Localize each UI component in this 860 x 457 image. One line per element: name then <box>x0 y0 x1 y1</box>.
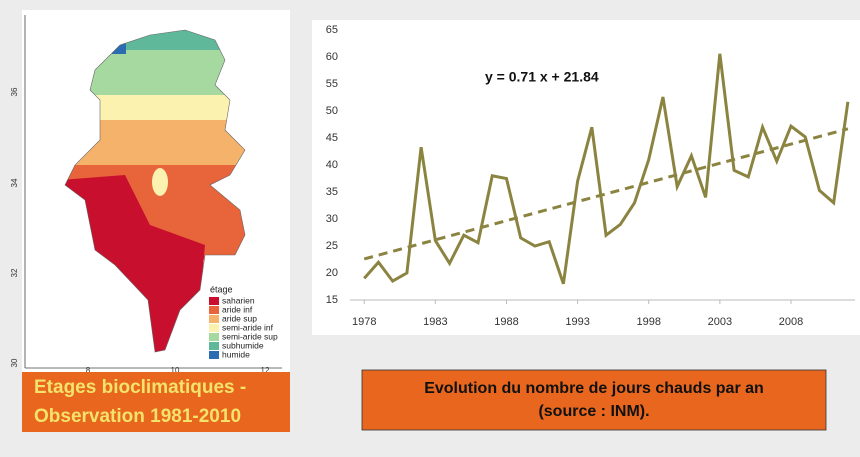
x-tick-label: 1978 <box>352 316 376 328</box>
legend-swatch <box>209 324 219 332</box>
y-tick-label: 20 <box>326 267 338 279</box>
y-tick-label: 30 <box>326 213 338 225</box>
y-tick-label: 35 <box>326 186 338 198</box>
x-tick-label: 1988 <box>494 316 518 328</box>
legend-label: saharien <box>222 295 255 305</box>
chart-caption-box <box>361 369 827 431</box>
legend-swatch <box>209 342 219 350</box>
y-tick-label: 50 <box>326 105 338 117</box>
map-caption-box <box>22 372 290 432</box>
y-tick-label: 25 <box>326 240 338 252</box>
y-tick-label: 45 <box>326 132 338 144</box>
map-x-tick-label: 10 <box>171 366 180 375</box>
zone <box>152 168 168 196</box>
data-line <box>363 53 850 285</box>
y-tick-label: 40 <box>326 159 338 171</box>
legend-label: subhumide <box>222 340 264 350</box>
chart-caption: (source : INM). <box>538 403 649 420</box>
map-caption: Observation 1981-2010 <box>34 406 241 427</box>
chart-caption: Evolution du nombre de jours chauds par … <box>424 380 764 397</box>
y-tick-label: 15 <box>326 294 338 306</box>
country-outline <box>64 29 246 353</box>
map-y-tick-label: 30 <box>10 358 19 367</box>
map-y-tick-label: 34 <box>10 178 19 187</box>
legend-label: aride sup <box>222 313 257 323</box>
legend-swatch <box>209 306 219 314</box>
line-chart: 15 20 25 30 35 40 45 50 55 60 65 1978 1983 1988 1993 19… <box>326 24 855 328</box>
x-tick-label: 2003 <box>708 316 732 328</box>
legend-label: aride inf <box>222 304 253 314</box>
legend-swatch <box>209 315 219 323</box>
legend-label: humide <box>222 349 250 359</box>
map-y-tick-label: 36 <box>10 87 19 96</box>
x-tick-label: 1983 <box>423 316 447 328</box>
trend-line <box>363 127 849 261</box>
legend-swatch <box>209 297 219 305</box>
legend-title: étage <box>210 284 233 294</box>
y-tick-label: 65 <box>326 24 338 36</box>
legend-swatch <box>209 333 219 341</box>
y-tick-label: 55 <box>326 78 338 90</box>
map-x-tick-label: 12 <box>261 366 270 375</box>
x-tick-label: 1998 <box>636 316 660 328</box>
trend-equation: y = 0.71 x + 21.84 <box>485 69 599 85</box>
x-tick-label: 1993 <box>565 316 589 328</box>
legend-label: semi-aride sup <box>222 331 278 341</box>
map-y-tick-label: 32 <box>10 268 19 277</box>
map-caption: Etages bioclimatiques - <box>34 377 246 398</box>
map-x-tick-label: 8 <box>86 366 91 375</box>
chart-panel <box>312 20 860 335</box>
legend-label: semi-aride inf <box>222 322 274 332</box>
y-tick-label: 60 <box>326 51 338 63</box>
legend-swatch <box>209 351 219 359</box>
x-tick-label: 2008 <box>779 316 803 328</box>
